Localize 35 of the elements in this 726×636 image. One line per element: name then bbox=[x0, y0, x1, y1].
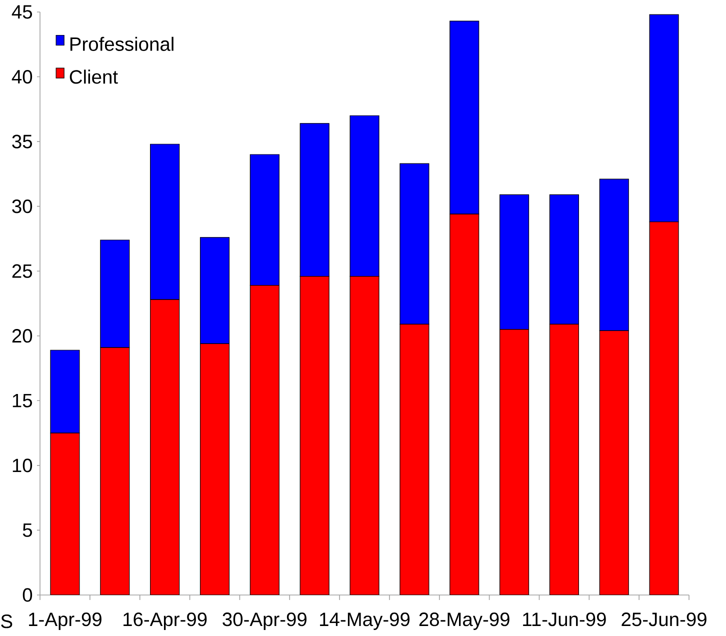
bar bbox=[100, 240, 130, 348]
bar bbox=[50, 432, 80, 595]
bar bbox=[599, 330, 629, 595]
y-tick-label: 15 bbox=[12, 394, 32, 408]
x-tick-label: 28-May-99 bbox=[419, 612, 510, 630]
y-tick-label: 45 bbox=[12, 5, 32, 19]
text: S bbox=[1, 614, 12, 628]
x-tick-label: 11-Jun-99 bbox=[523, 612, 606, 626]
legend-label: Professional bbox=[70, 36, 174, 51]
bar bbox=[450, 214, 480, 595]
y-tick-label: 25 bbox=[12, 264, 32, 278]
bar bbox=[250, 285, 280, 595]
y-tick-label: 5 bbox=[22, 523, 32, 537]
y-tick-label: 30 bbox=[12, 200, 32, 214]
x-tick-label: 25-Jun-99 bbox=[622, 612, 706, 626]
bar bbox=[150, 299, 180, 595]
y-tick-label: 35 bbox=[12, 134, 32, 148]
bar bbox=[500, 329, 530, 595]
bar bbox=[400, 324, 430, 595]
bar bbox=[549, 324, 579, 595]
legend-label: Client bbox=[70, 70, 118, 84]
x-tick-label: 30-Apr-99 bbox=[222, 612, 306, 630]
x-tick-label: 1-Apr-99 bbox=[29, 612, 102, 630]
bar bbox=[350, 276, 380, 595]
y-tick-label: 0 bbox=[22, 588, 32, 602]
bar bbox=[649, 222, 679, 595]
y-tick-label: 10 bbox=[12, 458, 32, 472]
y-tick-label: 40 bbox=[12, 70, 32, 84]
bar bbox=[200, 343, 230, 595]
y-tick-label: 20 bbox=[12, 329, 32, 343]
bar bbox=[100, 347, 130, 595]
x-tick-label: 16-Apr-99 bbox=[124, 612, 207, 630]
x-tick-label: 14-May-99 bbox=[320, 612, 410, 630]
bar bbox=[200, 237, 230, 344]
bar bbox=[300, 276, 330, 595]
